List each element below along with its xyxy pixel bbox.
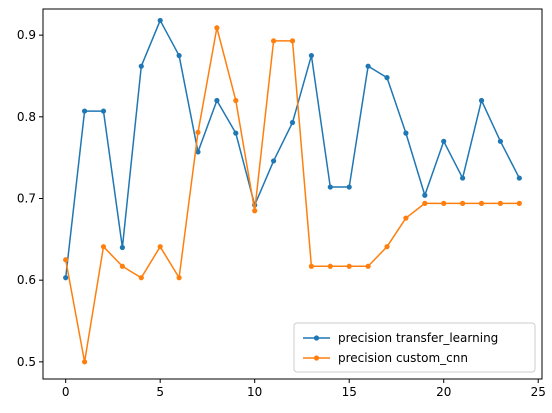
- data-point: [346, 263, 352, 269]
- plot-area: [42, 8, 543, 380]
- x-tick-label: 0: [62, 385, 70, 399]
- x-tick-label: 10: [247, 385, 262, 399]
- data-point: [365, 63, 371, 69]
- data-point: [100, 108, 107, 114]
- data-point: [422, 192, 428, 198]
- data-point: [403, 215, 409, 221]
- data-point: [346, 184, 352, 190]
- data-point: [119, 263, 125, 269]
- x-tick-label: 25: [531, 385, 546, 399]
- data-point: [460, 175, 466, 181]
- data-point: [138, 63, 144, 69]
- data-point: [384, 244, 390, 250]
- data-point: [138, 275, 144, 281]
- legend-swatch-marker: [313, 355, 320, 361]
- legend-label: precision transfer_learning: [338, 331, 498, 345]
- y-tick-label: 0.6: [17, 273, 36, 287]
- data-point: [63, 257, 69, 263]
- data-point: [308, 263, 315, 269]
- data-point: [365, 263, 371, 269]
- data-point: [100, 244, 107, 250]
- data-point: [195, 129, 201, 135]
- x-tick-label: 5: [156, 385, 164, 399]
- data-point: [157, 244, 163, 250]
- data-point: [441, 138, 447, 144]
- data-point: [233, 97, 239, 104]
- data-point: [497, 200, 504, 206]
- data-point: [176, 275, 182, 281]
- data-point: [195, 149, 201, 155]
- data-point: [81, 359, 88, 365]
- y-tick-label: 0.7: [17, 191, 36, 205]
- x-tick-label: 15: [342, 385, 357, 399]
- data-point: [308, 52, 315, 59]
- data-point: [214, 25, 220, 31]
- data-point: [270, 158, 277, 164]
- y-tick-label: 0.8: [17, 110, 36, 124]
- series-layer: [63, 17, 522, 365]
- data-point: [119, 244, 125, 251]
- data-point: [252, 208, 258, 214]
- data-point: [157, 17, 163, 24]
- data-point: [289, 38, 296, 44]
- data-point: [460, 200, 466, 206]
- data-point: [403, 130, 409, 136]
- data-point: [214, 97, 220, 104]
- data-point: [478, 200, 485, 206]
- data-point: [176, 52, 182, 59]
- x-axis-ticks: 0 5 10 15 20 25: [62, 379, 546, 399]
- data-point: [497, 138, 504, 144]
- series-2: [63, 25, 522, 365]
- y-tick-label: 0.9: [17, 28, 36, 42]
- data-point: [81, 108, 88, 114]
- data-point: [441, 200, 447, 206]
- y-tick-label: 0.5: [17, 355, 36, 369]
- legend-swatch-marker: [313, 335, 320, 341]
- legend: precision transfer_learning precision cus…: [293, 322, 536, 373]
- data-point: [289, 119, 296, 126]
- data-point: [327, 184, 333, 190]
- legend-box: [293, 322, 536, 373]
- data-point: [327, 263, 333, 269]
- data-point: [233, 130, 239, 136]
- data-point: [516, 175, 522, 181]
- series-1: [63, 17, 522, 281]
- data-point: [422, 200, 428, 206]
- legend-label: precision custom_cnn: [338, 351, 468, 365]
- data-point: [478, 97, 485, 104]
- data-point: [63, 275, 69, 281]
- y-axis-ticks: 0.5 0.6 0.7 0.8 0.9: [17, 28, 43, 369]
- data-point: [270, 38, 277, 44]
- data-point: [384, 75, 390, 81]
- x-tick-label: 20: [436, 385, 451, 399]
- data-point: [516, 200, 522, 206]
